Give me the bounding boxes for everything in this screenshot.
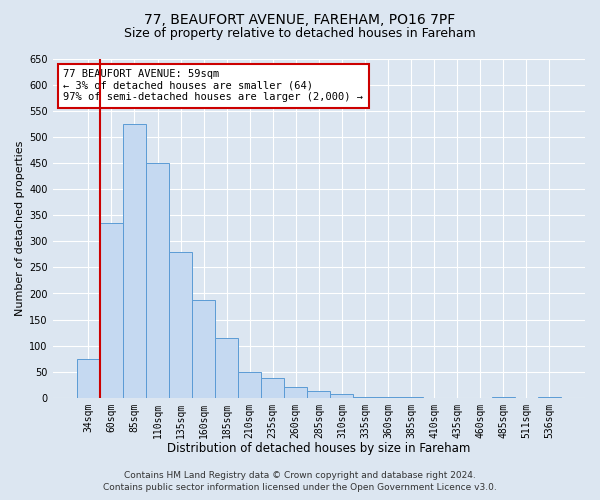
Bar: [192, 300, 215, 398]
Text: 77 BEAUFORT AVENUE: 59sqm
← 3% of detached houses are smaller (64)
97% of semi-d: 77 BEAUFORT AVENUE: 59sqm ← 3% of detach…: [63, 69, 363, 102]
Bar: [307, 391, 331, 398]
Bar: [400, 397, 422, 398]
Bar: [261, 378, 284, 398]
Bar: [376, 397, 400, 398]
Bar: [77, 358, 100, 398]
Bar: [123, 124, 146, 398]
Text: Contains HM Land Registry data © Crown copyright and database right 2024.
Contai: Contains HM Land Registry data © Crown c…: [103, 471, 497, 492]
Bar: [353, 396, 376, 398]
Bar: [284, 388, 307, 398]
X-axis label: Distribution of detached houses by size in Fareham: Distribution of detached houses by size …: [167, 442, 470, 455]
Bar: [491, 397, 515, 398]
Bar: [100, 223, 123, 398]
Bar: [146, 163, 169, 398]
Bar: [238, 372, 261, 398]
Text: 77, BEAUFORT AVENUE, FAREHAM, PO16 7PF: 77, BEAUFORT AVENUE, FAREHAM, PO16 7PF: [145, 12, 455, 26]
Bar: [538, 396, 561, 398]
Bar: [169, 252, 192, 398]
Bar: [215, 338, 238, 398]
Y-axis label: Number of detached properties: Number of detached properties: [15, 140, 25, 316]
Text: Size of property relative to detached houses in Fareham: Size of property relative to detached ho…: [124, 28, 476, 40]
Bar: [331, 394, 353, 398]
